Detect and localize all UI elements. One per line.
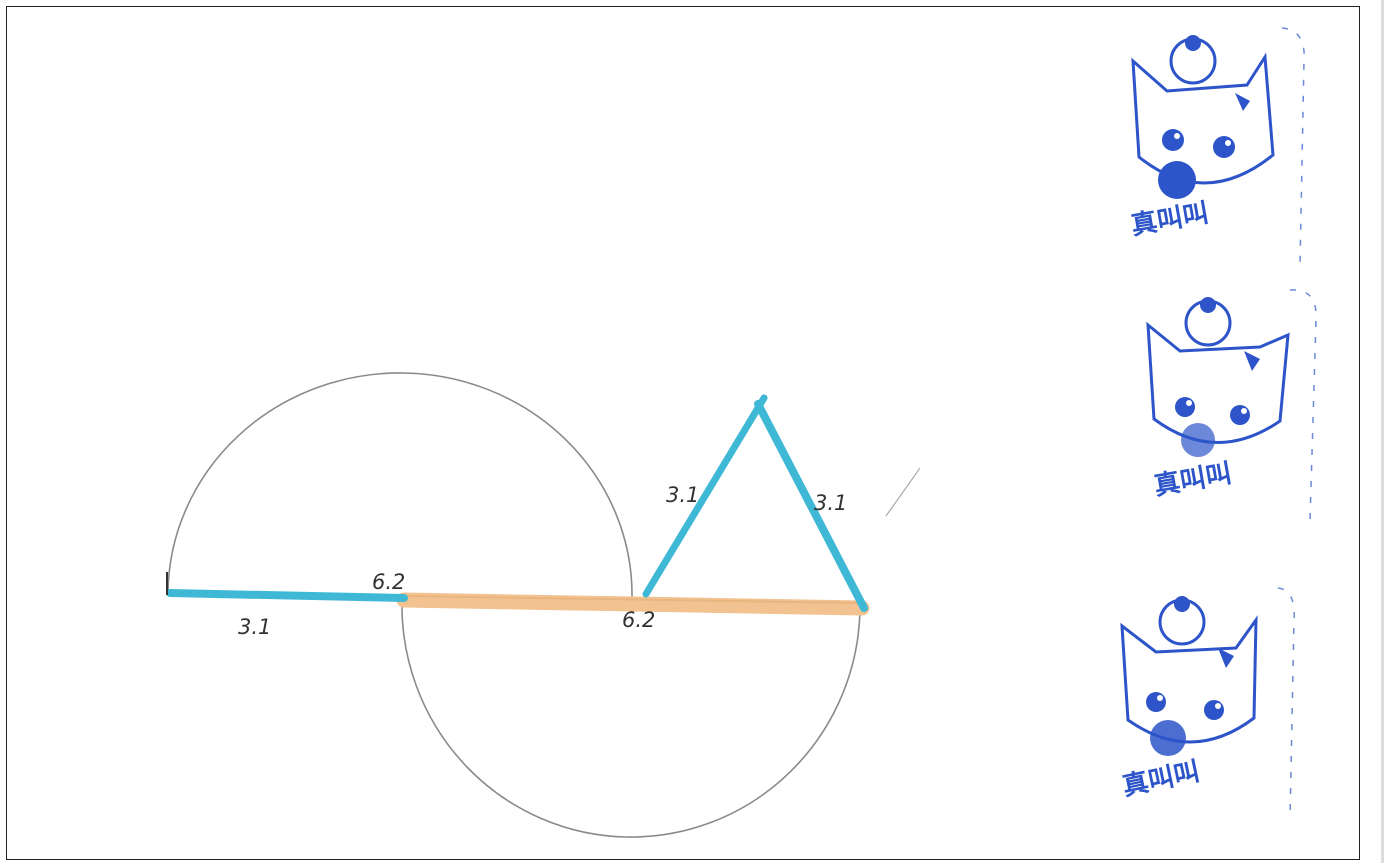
lower-semicircle xyxy=(401,599,861,838)
label-left-junction: 6.2 xyxy=(372,570,405,594)
stamp-text: 真叫叫 xyxy=(1129,198,1211,241)
triangle-right-stick xyxy=(754,400,868,612)
orange-stick-edge xyxy=(403,595,863,604)
stamp-text: 真叫叫 xyxy=(1120,757,1203,803)
page-edge xyxy=(1381,0,1384,863)
label-left-segment: 3.1 xyxy=(238,615,271,639)
left-blue-stick xyxy=(166,589,408,602)
orange-stick xyxy=(396,592,870,616)
triangle-left-stick xyxy=(642,394,768,598)
label-triangle-left: 3.1 xyxy=(666,483,699,507)
paper-sheet xyxy=(6,6,1360,860)
stray-pencil-mark xyxy=(885,467,921,517)
cat-stamp: 真叫叫 xyxy=(1120,596,1258,803)
cat-stamp: 真叫叫 xyxy=(1129,35,1275,241)
label-middle-junction: 6.2 xyxy=(622,608,655,632)
upper-semicircle xyxy=(167,372,633,599)
label-triangle-right: 3.1 xyxy=(814,491,847,515)
stamp-edge-marks xyxy=(1277,27,1317,821)
cat-stamp: 真叫叫 xyxy=(1146,297,1290,502)
stamp-text: 真叫叫 xyxy=(1152,459,1234,502)
